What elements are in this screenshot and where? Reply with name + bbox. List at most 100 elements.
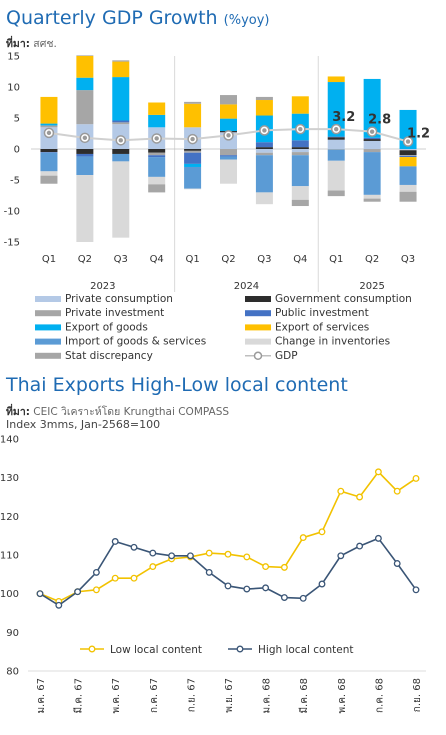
high-content-point xyxy=(224,582,232,590)
low-content-point xyxy=(374,468,382,476)
bar-segment xyxy=(291,96,309,114)
bar-segment xyxy=(112,60,130,62)
legend-swatch xyxy=(245,338,271,345)
y-tick-label: 100 xyxy=(0,589,19,600)
bar-segment xyxy=(148,114,166,128)
legend-label: Import of goods & services xyxy=(65,336,206,348)
bar-segment xyxy=(255,149,273,153)
x-tick-label: พ.ค. 68 xyxy=(337,678,348,714)
bar-segment xyxy=(148,184,166,193)
x-tick-label: มี.ค. 68 xyxy=(298,678,310,714)
y-tick-label: 90 xyxy=(6,628,19,639)
y-tick-label: 80 xyxy=(6,667,19,678)
bar-segment xyxy=(112,61,130,78)
high-content-point xyxy=(74,588,82,596)
low-content-point xyxy=(356,493,364,501)
y-tick-label: -5 xyxy=(10,176,20,187)
bar-segment xyxy=(399,166,417,185)
bar-segment xyxy=(255,96,273,101)
y-tick-label: 0 xyxy=(14,145,20,156)
x-tick-label: Q2 xyxy=(221,254,235,265)
bar-segment xyxy=(184,188,202,190)
x-tick-label: Q4 xyxy=(150,254,164,265)
x-tick-label: Q2 xyxy=(78,254,92,265)
bar-segment xyxy=(399,155,417,156)
bar-segment xyxy=(76,149,94,154)
gdp-point-center xyxy=(46,130,52,136)
gdp-point-center xyxy=(405,139,411,144)
bar-segment xyxy=(399,191,417,202)
legend-label: Change in inventories xyxy=(275,336,390,348)
bar-segment xyxy=(399,157,417,167)
bar-segment xyxy=(112,122,130,125)
y-tick-label: 140 xyxy=(0,435,19,446)
bar-segment xyxy=(327,190,345,197)
y-tick-label: 110 xyxy=(0,551,19,562)
bar-segment xyxy=(40,152,58,153)
gdp-title-text: Quarterly GDP Growth xyxy=(6,7,218,29)
year-label: 2025 xyxy=(359,281,384,292)
bar-segment xyxy=(184,166,202,189)
gdp-source: ที่มา: สศช. xyxy=(6,35,57,52)
bar-segment xyxy=(148,152,166,156)
legend-swatch xyxy=(35,352,61,359)
y-tick-label: -15 xyxy=(4,238,20,249)
legend-label: Stat discrepancy xyxy=(65,350,153,362)
bar-segment xyxy=(220,155,237,157)
low-content-point xyxy=(299,534,307,542)
bar-segment xyxy=(184,163,202,167)
gdp-point-center xyxy=(262,128,267,133)
y-tick-label: 10 xyxy=(7,83,20,94)
bar-segment xyxy=(399,155,417,158)
bar-segment xyxy=(40,125,58,128)
bar-segment xyxy=(76,90,94,125)
bar-segment xyxy=(291,155,309,187)
x-tick-label: Q3 xyxy=(114,254,128,265)
legend-marker xyxy=(236,645,244,653)
x-tick-label: Q1 xyxy=(185,254,199,265)
gdp-data-label: 2.8 xyxy=(368,113,391,128)
legend-swatch xyxy=(35,324,61,331)
bar-segment xyxy=(40,175,58,184)
x-tick-label: ก.ย. 68 xyxy=(412,678,423,712)
bar-segment xyxy=(40,149,58,153)
bar-segment xyxy=(220,104,237,119)
bar-segment xyxy=(40,96,58,124)
bar-segment xyxy=(148,176,166,185)
exports-subtitle: Index 3mms, Jan-2568=100 xyxy=(6,418,161,431)
high-content-point xyxy=(374,534,382,542)
bar-segment xyxy=(327,76,345,83)
bar-segment xyxy=(184,103,202,128)
x-tick-label: Q4 xyxy=(293,254,307,265)
bar-segment xyxy=(363,152,381,195)
x-tick-label: Q3 xyxy=(401,254,415,265)
bar-segment xyxy=(327,160,345,191)
bar-segment xyxy=(220,149,237,156)
bar-segment xyxy=(399,184,417,192)
bar-segment xyxy=(220,95,237,105)
exports-source-text: CEIC วิเคราะห์โดย Krungthai COMPASS xyxy=(33,406,230,418)
bar-segment xyxy=(112,149,130,154)
legend-swatch xyxy=(35,310,61,317)
bar-segment xyxy=(220,118,237,132)
low-content-point xyxy=(130,574,138,582)
bar-segment xyxy=(76,55,94,56)
bar-segment xyxy=(255,142,273,148)
year-label: 2023 xyxy=(90,281,115,292)
x-tick-label: ก.ค. 68 xyxy=(374,678,385,713)
x-tick-label: ก.ย. 67 xyxy=(186,678,197,712)
exports-chart-title: Thai Exports High-Low local content xyxy=(6,374,348,396)
low-content-point xyxy=(111,574,119,582)
x-tick-label: ม.ค. 67 xyxy=(36,678,47,714)
bar-segment xyxy=(291,147,309,149)
high-content-point xyxy=(205,568,213,576)
bar-segment xyxy=(76,77,94,91)
legend-label: Low local content xyxy=(110,644,202,656)
gdp-title-unit: (%yoy) xyxy=(223,13,270,28)
low-content-line xyxy=(39,470,417,603)
bar-segment xyxy=(255,155,273,193)
bar-segment xyxy=(363,139,381,141)
gdp-chart: 15 10 5 0 -5 -10 -15 3.2 2.8 1.2 Q1 Q2 Q3 Q4 Q1 Q2 Q3 Q4 Q… xyxy=(4,52,430,362)
bar-segment xyxy=(255,100,273,116)
bar-segment xyxy=(327,149,345,161)
